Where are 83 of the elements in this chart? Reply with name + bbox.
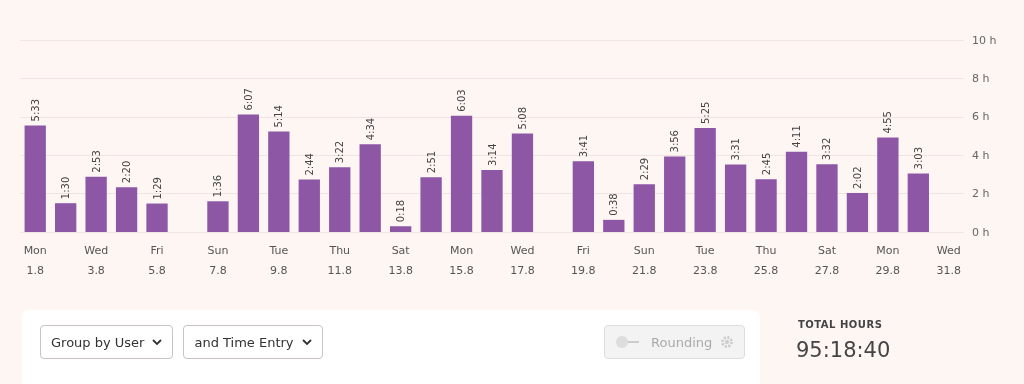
y-tick-label: 2 h [972,187,990,201]
y-tick-label: 8 h [972,71,990,85]
data-label: 2:44 [303,153,315,176]
x-tick-label: Wed 17.8 [510,243,535,277]
bar [24,125,46,232]
bar [511,133,534,232]
data-label: 5:25 [699,101,711,124]
data-label: 1:30 [60,176,72,200]
data-label: 2:53 [90,150,102,173]
x-tick-label: Wed 3.8 [84,243,109,277]
bar [572,161,595,232]
bar [389,226,412,232]
data-label: 5:14 [273,105,285,128]
data-label: 5:08 [516,106,528,130]
y-tick-label: 6 h [972,110,990,124]
bar [207,201,229,232]
data-label: 3:14 [486,143,498,166]
x-tick-label: Mon 1.8 [23,243,47,277]
data-label: 3:22 [334,140,346,164]
x-tick-label: Mon 15.8 [449,243,474,277]
data-label: 0:18 [395,199,407,223]
x-tick-label: Wed 31.8 [936,243,962,277]
text: Rounding [651,334,713,350]
data-label: 3:31 [730,138,742,161]
bar [481,169,503,232]
text: Group by User [51,334,145,350]
x-tick-label: Tue 9.8 [268,243,289,277]
bar [664,156,686,232]
data-label: 3:41 [577,134,589,158]
bar [237,114,260,232]
bar [755,179,777,232]
y-tick-label: 0 h [972,225,990,239]
text: and Time Entry [194,334,294,350]
data-label: 2:20 [121,160,133,184]
bar [268,131,290,232]
data-label: 6:07 [242,88,254,111]
bar [115,187,138,232]
data-label: 4:11 [791,125,803,148]
bar [420,177,442,232]
data-label: 2:51 [425,150,437,174]
data-label: 1:36 [212,174,224,198]
bar [846,192,869,232]
x-tick-label: Tue 23.8 [692,243,718,277]
bar [633,184,655,232]
data-label: 2:29 [638,157,650,181]
data-label: 2:02 [851,166,863,189]
data-label: 6:03 [456,89,468,112]
bar [724,164,747,232]
bar [55,203,77,232]
bar [450,115,473,232]
bar [359,144,381,232]
text: 95:18:40 [796,338,891,362]
bar [907,173,929,232]
x-tick-label: Sat 27.8 [814,243,840,277]
data-label: 0:38 [608,193,620,216]
bar [877,137,899,232]
y-tick-label: 10 h [972,33,997,47]
data-label: 4:34 [364,117,376,141]
data-label: 2:45 [760,152,772,176]
bar [603,219,625,232]
data-label: 1:29 [151,177,163,200]
bar [146,203,168,232]
bar [329,167,351,232]
data-label: 3:32 [821,137,833,161]
x-tick-label: Mon 29.8 [875,243,901,277]
x-tick-label: Sun 7.8 [207,243,229,277]
bar [785,151,808,232]
x-tick-label: Fri 19.8 [571,243,596,277]
x-tick-label: Fri 5.8 [148,243,166,277]
x-tick-label: Thu 11.8 [327,243,352,277]
bar [816,164,838,232]
data-label: 4:55 [882,111,894,134]
y-tick-label: 4 h [972,148,990,162]
bar [694,127,716,232]
x-tick-label: Thu 25.8 [753,243,779,277]
data-label: 3:56 [669,130,681,153]
x-tick-label: Sun 21.8 [632,243,657,277]
x-tick-label: Sat 13.8 [388,243,413,277]
data-label: 5:33 [29,98,41,122]
data-label: 3:03 [912,146,924,170]
bar [85,176,107,232]
bar [298,179,320,232]
text: TOTAL HOURS [798,319,883,330]
